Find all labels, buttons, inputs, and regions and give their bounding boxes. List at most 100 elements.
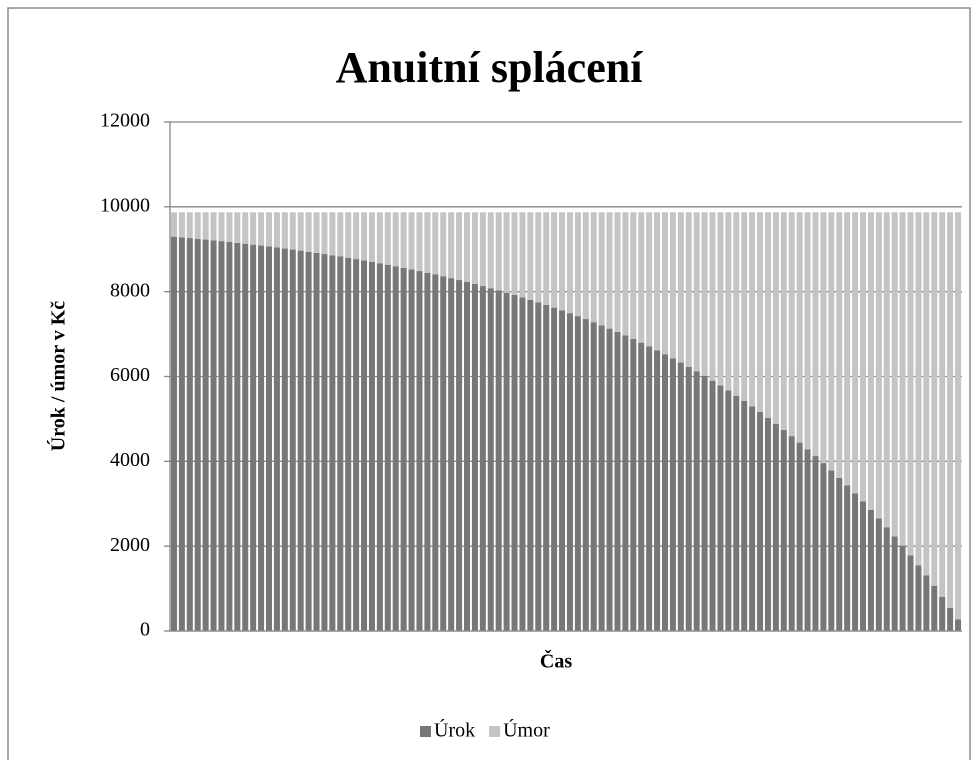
- bar-segment: [931, 585, 938, 631]
- bar-segment: [606, 328, 613, 631]
- bar-segment: [923, 212, 930, 576]
- bar-segment: [725, 212, 732, 391]
- bar-segment: [614, 212, 621, 332]
- bar-segment: [202, 239, 209, 632]
- bar-segment: [796, 442, 803, 631]
- bar-segment: [178, 237, 185, 631]
- legend: Úrok Úmor: [420, 718, 550, 742]
- bar-segment: [780, 212, 787, 430]
- bar-segment: [392, 212, 399, 267]
- bar-segment: [788, 436, 795, 631]
- bar-segment: [828, 212, 835, 471]
- bar-segment: [654, 350, 661, 631]
- bar-segment: [764, 212, 771, 418]
- bar-segment: [368, 212, 375, 262]
- bar-segment: [836, 477, 843, 631]
- bar-segment: [337, 212, 344, 257]
- legend-label: Úrok: [434, 718, 475, 742]
- bar-segment: [883, 212, 890, 528]
- bar-segment: [170, 212, 177, 237]
- bar-segment: [337, 256, 344, 631]
- bar-segment: [432, 274, 439, 631]
- bar-segment: [725, 390, 732, 631]
- bar-segment: [915, 212, 922, 566]
- bar-segment: [313, 252, 320, 631]
- bar-segment: [345, 257, 352, 631]
- legend-label: Úmor: [503, 718, 550, 742]
- bar-segment: [456, 212, 463, 281]
- bar-segment: [234, 212, 241, 243]
- bar-segment: [178, 212, 185, 238]
- bar-segment: [551, 307, 558, 631]
- bar-segment: [654, 212, 661, 351]
- bar-segment: [368, 261, 375, 631]
- bar-segment: [852, 212, 859, 494]
- bar-segment: [202, 212, 209, 240]
- bar-segment: [527, 212, 534, 300]
- bar-segment: [661, 212, 669, 355]
- bar-segment: [218, 241, 225, 631]
- bar-segment: [859, 501, 867, 631]
- bar-segment: [693, 212, 700, 372]
- bar-segment: [559, 212, 566, 311]
- bar-segment: [400, 267, 407, 631]
- bar-segment: [622, 212, 629, 336]
- bar-segment: [820, 463, 827, 631]
- bar-segment: [258, 245, 265, 631]
- bar-segment: [234, 242, 241, 631]
- bar-segment: [955, 212, 962, 620]
- bar-segment: [764, 417, 771, 631]
- bar-segment: [899, 212, 906, 546]
- bar-segment: [701, 375, 708, 631]
- bar-segment: [226, 241, 233, 631]
- bar-segment: [242, 212, 249, 244]
- bar-segment: [891, 212, 898, 537]
- bar-segment: [669, 358, 676, 631]
- bar-segment: [384, 212, 391, 265]
- bar-segment: [535, 302, 542, 631]
- bar-segment: [471, 212, 478, 284]
- y-tick-label: 8000: [110, 279, 150, 301]
- bar-segment: [566, 212, 573, 314]
- bar-segment: [495, 290, 502, 631]
- bar-segment: [606, 212, 613, 329]
- bar-segment: [939, 212, 946, 597]
- bar-segment: [709, 380, 716, 631]
- bar-segment: [321, 212, 328, 255]
- bar-segment: [614, 331, 621, 631]
- bar-segment: [741, 400, 748, 631]
- bar-segment: [907, 555, 914, 631]
- bar-segment: [448, 278, 455, 631]
- bar-segment: [931, 212, 938, 586]
- bar-segment: [511, 294, 518, 631]
- bar-segment: [757, 412, 764, 631]
- y-tick-label: 4000: [110, 449, 150, 471]
- bar-segment: [812, 456, 819, 631]
- bar-segment: [661, 354, 669, 631]
- bar-segment: [891, 536, 898, 631]
- bar-segment: [804, 449, 811, 631]
- bar-segment: [424, 212, 431, 273]
- bar-segment: [384, 264, 391, 631]
- bar-segment: [741, 212, 748, 401]
- bar-segment: [376, 263, 383, 631]
- bar-segment: [867, 509, 874, 631]
- legend-swatch: [420, 726, 431, 737]
- y-axis-label: Úrok / úmor v Kč: [46, 301, 70, 451]
- y-tick-label: 6000: [110, 364, 150, 386]
- bar-segment: [955, 619, 962, 631]
- bar-segment: [669, 212, 676, 359]
- bar-segment: [353, 259, 360, 631]
- bar-segment: [677, 212, 684, 363]
- bar-segment: [273, 212, 280, 248]
- y-tick-label: 12000: [100, 110, 150, 132]
- bar-segment: [574, 316, 581, 631]
- bar-segment: [289, 212, 296, 250]
- bar-segment: [772, 212, 779, 424]
- bar-segment: [313, 212, 320, 253]
- bar-segment: [875, 518, 882, 631]
- bar-segment: [416, 212, 423, 272]
- bar-segment: [717, 212, 724, 386]
- bar-segment: [361, 260, 368, 631]
- bar-segment: [186, 238, 193, 631]
